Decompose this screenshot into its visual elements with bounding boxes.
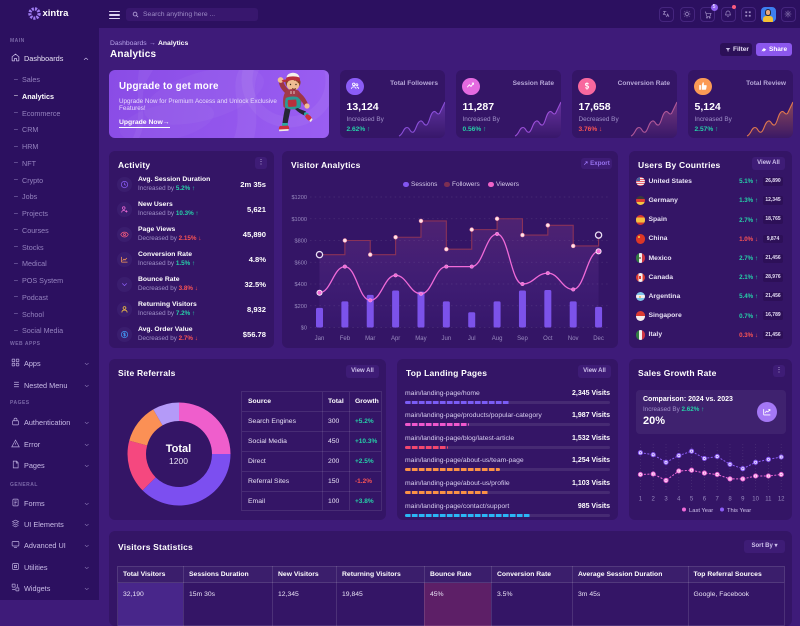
svg-text:Apr: Apr bbox=[391, 336, 400, 342]
svg-text:10: 10 bbox=[752, 497, 759, 503]
svg-text:1: 1 bbox=[639, 497, 643, 503]
svg-text:7: 7 bbox=[716, 497, 720, 503]
svg-text:Jul: Jul bbox=[468, 336, 476, 342]
svg-text:9: 9 bbox=[741, 497, 745, 503]
svg-text:Mar: Mar bbox=[365, 336, 375, 342]
svg-text:2: 2 bbox=[652, 497, 656, 503]
svg-text:6: 6 bbox=[703, 497, 707, 503]
svg-text:Last Year: Last Year bbox=[689, 508, 713, 514]
svg-text:Sep: Sep bbox=[517, 336, 528, 342]
svg-text:Jan: Jan bbox=[315, 336, 325, 342]
svg-text:$1200: $1200 bbox=[291, 195, 307, 201]
svg-text:$600: $600 bbox=[295, 260, 307, 266]
svg-text:3: 3 bbox=[664, 497, 668, 503]
svg-text:Oct: Oct bbox=[543, 336, 553, 342]
svg-text:5: 5 bbox=[690, 497, 694, 503]
svg-text:This Year: This Year bbox=[727, 508, 751, 514]
svg-text:$0: $0 bbox=[301, 326, 307, 332]
svg-text:Jun: Jun bbox=[442, 336, 452, 342]
svg-text:$200: $200 bbox=[295, 304, 307, 310]
svg-text:Dec: Dec bbox=[593, 336, 604, 342]
svg-text:$800: $800 bbox=[295, 239, 307, 245]
svg-text:$400: $400 bbox=[295, 282, 307, 288]
svg-text:Nov: Nov bbox=[568, 336, 579, 342]
svg-text:Aug: Aug bbox=[492, 336, 503, 342]
svg-text:12: 12 bbox=[778, 497, 785, 503]
svg-text:Feb: Feb bbox=[340, 336, 351, 342]
svg-text:8: 8 bbox=[728, 497, 732, 503]
svg-text:11: 11 bbox=[765, 497, 772, 503]
svg-text:$1000: $1000 bbox=[291, 217, 307, 223]
svg-text:4: 4 bbox=[677, 497, 681, 503]
svg-text:May: May bbox=[415, 336, 426, 342]
